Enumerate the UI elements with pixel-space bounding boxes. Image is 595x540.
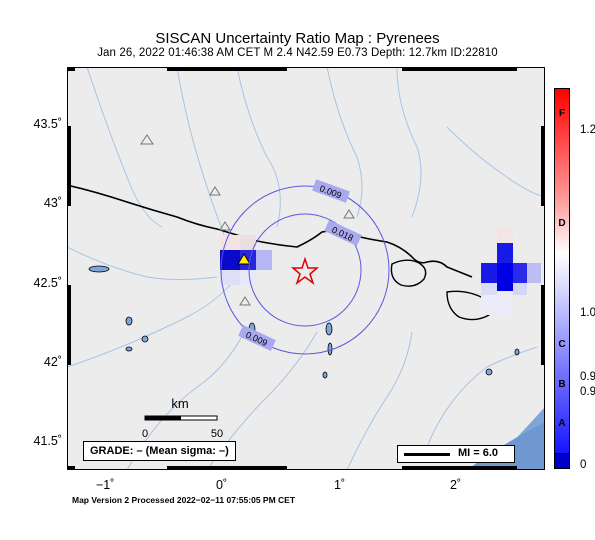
grid-cell [256,250,272,270]
stations [140,134,355,306]
contour-label-box [238,324,276,352]
uncertainty-map: 0.009 0.018 0.009 km 0 50 [67,67,545,470]
lon-tick: 2˚ [450,478,462,492]
border-line [67,184,473,278]
scale-left-label: 0 [142,428,148,440]
colorbar-value: 0.9 [580,371,595,383]
scale-right-label: 50 [211,428,223,440]
grid-cell [220,270,240,285]
lon-tick: 1˚ [334,478,346,492]
colorbar-value: 0 [580,459,587,471]
star-icon [290,256,320,286]
grid-cell [527,263,541,283]
grid-cell [240,270,256,285]
contour-label-box [312,179,350,203]
lat-tick: 43˚ [43,196,62,210]
scale-unit: km [171,396,188,411]
triangle-icon [343,209,355,219]
lat-tick: 43.5˚ [33,117,63,131]
grid-cell [481,295,511,315]
processing-footer: Map Version 2 Processed 2022−02−11 07:55… [72,495,296,505]
lat-tick: 41.5˚ [33,434,63,448]
triangle-icon [209,186,221,196]
lon-tick: 0˚ [216,478,228,492]
grid-cell [497,263,513,291]
grid-cell [481,283,497,295]
map-title: SISCAN Uncertainty Ratio Map : Pyrenees [155,30,440,47]
frame-ticks [67,67,545,470]
grid-cell [220,250,240,270]
grid-cell [513,263,527,283]
grid-cell [497,227,513,243]
colorbar-value: 1.2 [580,124,595,136]
grade-letter-a: A [558,418,566,429]
triangle-icon [140,134,154,145]
map-border [67,67,545,470]
lon-tick: −1˚ [96,478,115,492]
mi-legend: MI = 6.0 [397,445,515,463]
grade-label: GRADE: – (Mean sigma: –) [83,441,236,461]
grade-letter-c: C [558,339,566,350]
triangle-icon [239,296,251,306]
lat-tick: 42.5˚ [33,276,63,290]
contours [220,185,390,355]
grid-cell [481,263,497,283]
grid-cell [513,283,527,295]
event-subtitle: Jan 26, 2022 01:46:38 AM CET M 2.4 N42.5… [97,47,498,59]
triangle-icon [219,221,231,231]
grid-cell [497,243,513,263]
grade-letter-b: B [558,379,566,390]
grade-letter-f: F [558,108,566,119]
triangle-icon [237,253,251,265]
grade-letter-d: D [558,218,566,229]
grid-cell [240,235,256,250]
lat-tick: 42˚ [43,355,62,369]
map-background [67,67,545,470]
contour-label-box [324,219,362,247]
colorbar-floor [554,453,570,469]
mi-line [404,453,450,456]
lakes [88,265,520,379]
colorbar-value: 0.9 [580,386,595,398]
mi-legend-text: MI = 6.0 [458,447,499,459]
colorbar-value: 1.0 [580,307,595,319]
colorbar [554,88,570,455]
scale-bar [144,415,218,421]
grid-cell [220,235,240,250]
